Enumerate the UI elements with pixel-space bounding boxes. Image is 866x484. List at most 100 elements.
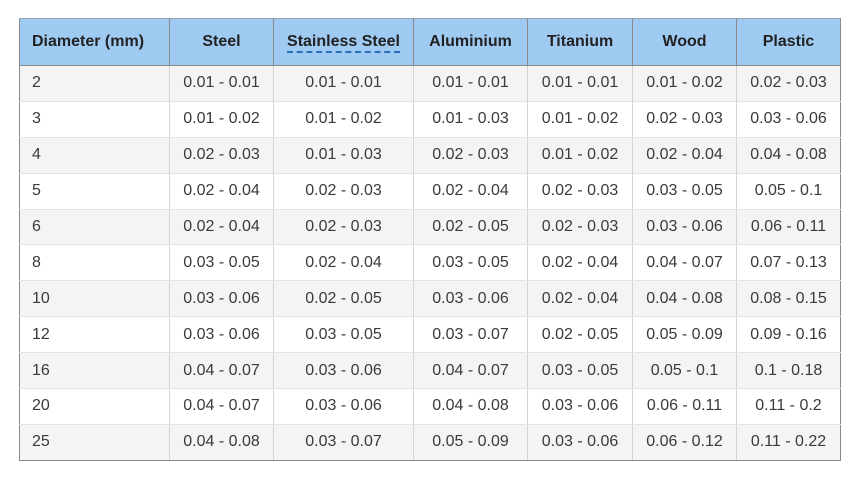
cell-aluminium: 0.01 - 0.03: [413, 101, 528, 138]
table-row: 2 0.01 - 0.01 0.01 - 0.01 0.01 - 0.01 0.01 -…: [19, 65, 841, 102]
cell-steel: 0.03 - 0.05: [169, 244, 274, 282]
cell-plastic: 0.06 - 0.11: [736, 209, 841, 246]
cell-aluminium: 0.03 - 0.05: [413, 244, 528, 282]
cell-aluminium: 0.04 - 0.07: [413, 352, 528, 390]
cell-plastic: 0.1 - 0.18: [736, 352, 841, 390]
cell-steel: 0.04 - 0.07: [169, 352, 274, 390]
header-diameter: Diameter (mm): [19, 18, 170, 66]
cell-steel: 0.04 - 0.08: [169, 424, 274, 461]
cell-titanium: 0.01 - 0.02: [527, 137, 633, 174]
table-row: 6 0.02 - 0.04 0.02 - 0.03 0.02 - 0.05 0.02 -…: [19, 209, 841, 246]
cell-diameter: 8: [19, 244, 170, 282]
cell-aluminium: 0.03 - 0.06: [413, 280, 528, 318]
cell-steel: 0.01 - 0.02: [169, 101, 274, 138]
table-row: 8 0.03 - 0.05 0.02 - 0.04 0.03 - 0.05 0.02 -…: [19, 244, 841, 282]
cell-titanium: 0.02 - 0.04: [527, 280, 633, 318]
cell-plastic: 0.08 - 0.15: [736, 280, 841, 318]
cell-diameter: 10: [19, 280, 170, 318]
cell-diameter: 25: [19, 424, 170, 461]
cell-wood: 0.03 - 0.05: [632, 173, 737, 210]
header-wood: Wood: [632, 18, 737, 66]
table-row: 25 0.04 - 0.08 0.03 - 0.07 0.05 - 0.09 0.03 …: [19, 424, 841, 461]
table-header-row: Diameter (mm) Steel Stainless Steel Alum…: [19, 18, 841, 66]
cell-plastic: 0.03 - 0.06: [736, 101, 841, 138]
table-row: 4 0.02 - 0.03 0.01 - 0.03 0.02 - 0.03 0.01 -…: [19, 137, 841, 174]
cell-titanium: 0.03 - 0.06: [527, 424, 633, 461]
cell-titanium: 0.02 - 0.05: [527, 316, 633, 354]
cell-steel: 0.02 - 0.04: [169, 209, 274, 246]
cell-stainless-steel: 0.02 - 0.03: [273, 173, 414, 210]
cell-aluminium: 0.04 - 0.08: [413, 388, 528, 425]
cell-titanium: 0.03 - 0.06: [527, 388, 633, 425]
cell-wood: 0.06 - 0.11: [632, 388, 737, 425]
cell-diameter: 16: [19, 352, 170, 390]
header-aluminium: Aluminium: [413, 18, 528, 66]
cell-wood: 0.04 - 0.08: [632, 280, 737, 318]
header-titanium: Titanium: [527, 18, 633, 66]
cell-titanium: 0.03 - 0.05: [527, 352, 633, 390]
thickness-table: Diameter (mm) Steel Stainless Steel Alum…: [19, 18, 841, 461]
cell-diameter: 6: [19, 209, 170, 246]
cell-stainless-steel: 0.01 - 0.03: [273, 137, 414, 174]
cell-steel: 0.02 - 0.03: [169, 137, 274, 174]
cell-aluminium: 0.03 - 0.07: [413, 316, 528, 354]
header-steel: Steel: [169, 18, 274, 66]
table-body: 2 0.01 - 0.01 0.01 - 0.01 0.01 - 0.01 0.01 -…: [19, 65, 841, 461]
cell-aluminium: 0.01 - 0.01: [413, 65, 528, 102]
cell-wood: 0.06 - 0.12: [632, 424, 737, 461]
cell-stainless-steel: 0.02 - 0.05: [273, 280, 414, 318]
cell-stainless-steel: 0.01 - 0.02: [273, 101, 414, 138]
cell-diameter: 2: [19, 65, 170, 102]
cell-titanium: 0.02 - 0.03: [527, 173, 633, 210]
cell-stainless-steel: 0.01 - 0.01: [273, 65, 414, 102]
cell-wood: 0.04 - 0.07: [632, 244, 737, 282]
cell-plastic: 0.09 - 0.16: [736, 316, 841, 354]
cell-aluminium: 0.02 - 0.05: [413, 209, 528, 246]
table-row: 10 0.03 - 0.06 0.02 - 0.05 0.03 - 0.06 0.02 …: [19, 280, 841, 318]
cell-diameter: 5: [19, 173, 170, 210]
cell-aluminium: 0.05 - 0.09: [413, 424, 528, 461]
cell-diameter: 12: [19, 316, 170, 354]
cell-wood: 0.05 - 0.09: [632, 316, 737, 354]
cell-wood: 0.02 - 0.03: [632, 101, 737, 138]
cell-plastic: 0.02 - 0.03: [736, 65, 841, 102]
header-plastic: Plastic: [736, 18, 841, 66]
cell-plastic: 0.07 - 0.13: [736, 244, 841, 282]
cell-stainless-steel: 0.03 - 0.07: [273, 424, 414, 461]
cell-diameter: 20: [19, 388, 170, 425]
cell-stainless-steel: 0.02 - 0.03: [273, 209, 414, 246]
cell-aluminium: 0.02 - 0.04: [413, 173, 528, 210]
cell-stainless-steel: 0.03 - 0.05: [273, 316, 414, 354]
cell-aluminium: 0.02 - 0.03: [413, 137, 528, 174]
cell-plastic: 0.04 - 0.08: [736, 137, 841, 174]
cell-titanium: 0.01 - 0.02: [527, 101, 633, 138]
cell-stainless-steel: 0.03 - 0.06: [273, 352, 414, 390]
cell-steel: 0.03 - 0.06: [169, 280, 274, 318]
cell-wood: 0.01 - 0.02: [632, 65, 737, 102]
cell-diameter: 4: [19, 137, 170, 174]
cell-plastic: 0.11 - 0.22: [736, 424, 841, 461]
cell-titanium: 0.01 - 0.01: [527, 65, 633, 102]
table-row: 20 0.04 - 0.07 0.03 - 0.06 0.04 - 0.08 0.03 …: [19, 388, 841, 425]
cell-stainless-steel: 0.03 - 0.06: [273, 388, 414, 425]
cell-diameter: 3: [19, 101, 170, 138]
cell-wood: 0.02 - 0.04: [632, 137, 737, 174]
cell-wood: 0.05 - 0.1: [632, 352, 737, 390]
cell-steel: 0.01 - 0.01: [169, 65, 274, 102]
table-row: 16 0.04 - 0.07 0.03 - 0.06 0.04 - 0.07 0.03 …: [19, 352, 841, 390]
table-row: 12 0.03 - 0.06 0.03 - 0.05 0.03 - 0.07 0.02 …: [19, 316, 841, 354]
thickness-table-container: Diameter (mm) Steel Stainless Steel Alum…: [19, 18, 841, 461]
cell-stainless-steel: 0.02 - 0.04: [273, 244, 414, 282]
cell-titanium: 0.02 - 0.03: [527, 209, 633, 246]
table-row: 3 0.01 - 0.02 0.01 - 0.02 0.01 - 0.03 0.01 -…: [19, 101, 841, 138]
cell-plastic: 0.11 - 0.2: [736, 388, 841, 425]
cell-steel: 0.03 - 0.06: [169, 316, 274, 354]
cell-titanium: 0.02 - 0.04: [527, 244, 633, 282]
cell-steel: 0.02 - 0.04: [169, 173, 274, 210]
cell-plastic: 0.05 - 0.1: [736, 173, 841, 210]
cell-wood: 0.03 - 0.06: [632, 209, 737, 246]
stainless-steel-abbr-label[interactable]: Stainless Steel: [287, 33, 400, 53]
header-stainless-steel[interactable]: Stainless Steel: [273, 18, 414, 66]
cell-steel: 0.04 - 0.07: [169, 388, 274, 425]
table-row: 5 0.02 - 0.04 0.02 - 0.03 0.02 - 0.04 0.02 -…: [19, 173, 841, 210]
